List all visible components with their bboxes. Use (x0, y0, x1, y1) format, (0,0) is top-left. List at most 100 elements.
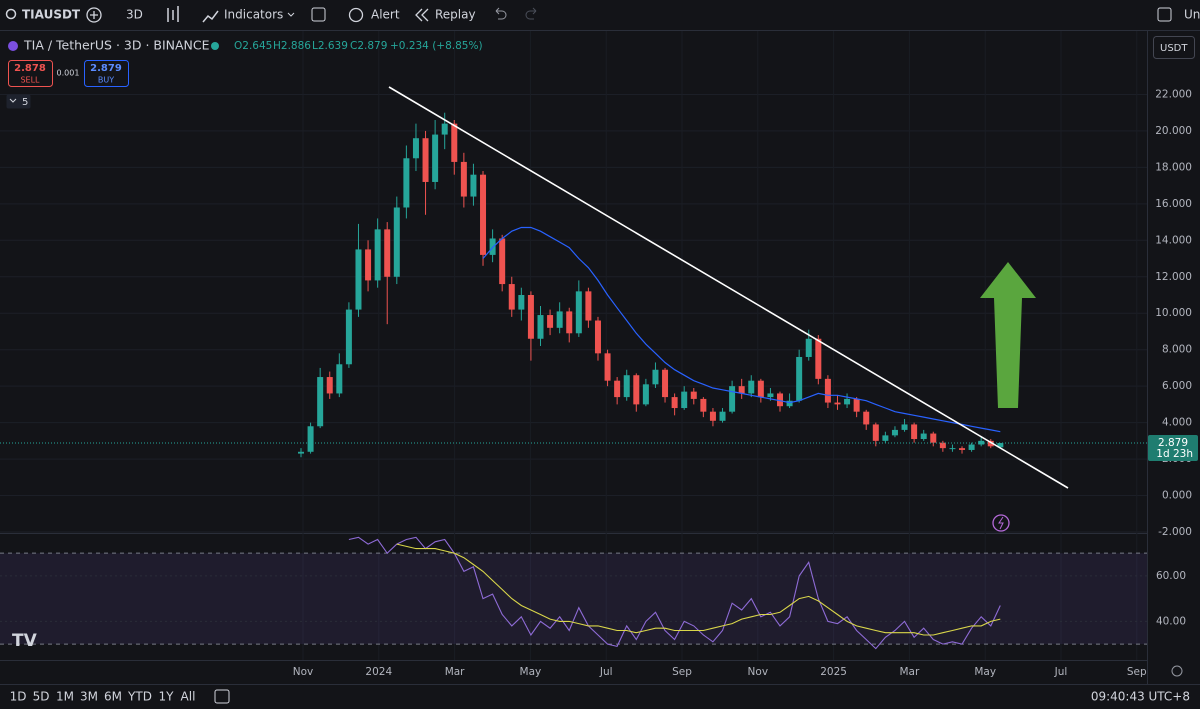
range-button[interactable]: 6M (104, 690, 122, 704)
range-button[interactable]: 1D (10, 690, 27, 704)
candle-body (911, 424, 918, 440)
legend-change: +0.234 (+8.85%) (390, 40, 483, 52)
up-arrow[interactable] (980, 262, 1036, 408)
candle-body (834, 402, 841, 405)
range-button[interactable]: 1M (56, 690, 74, 704)
candle-body (959, 448, 966, 450)
range-button[interactable]: 1Y (159, 690, 175, 704)
candle-body (547, 315, 554, 328)
candle-body (537, 315, 544, 339)
buy-price: 2.879 (90, 63, 122, 74)
candle-body (920, 433, 927, 440)
candle-body (412, 138, 419, 159)
candle-body (987, 440, 994, 447)
candle-body (499, 238, 506, 285)
spread: 0.001 (57, 69, 80, 78)
y-tick-label: 8.000 (1162, 344, 1192, 356)
candle-body (575, 291, 582, 334)
candle-body (623, 375, 630, 398)
line (482, 226, 1001, 433)
candle-body (719, 411, 726, 421)
candle-body (470, 174, 477, 197)
x-tick-label: Nov (748, 666, 769, 678)
candle-body (336, 364, 343, 394)
interval[interactable]: 3D (126, 8, 143, 22)
candle-body (451, 123, 458, 162)
lightning-bolt (998, 516, 1004, 530)
indicators-button[interactable]: Indicators (224, 8, 283, 22)
buy-button[interactable] (84, 60, 129, 87)
undo[interactable] (495, 7, 507, 20)
market-status (211, 42, 219, 50)
candle-body (709, 411, 716, 421)
line (396, 543, 1001, 636)
candle-body (527, 295, 534, 339)
trend-line[interactable] (388, 86, 1069, 489)
x-tick-label: 2024 (365, 666, 392, 678)
candle-body (374, 229, 381, 281)
candle-body (556, 311, 563, 328)
symbol-logo (8, 41, 18, 51)
indicators-icon (202, 10, 219, 23)
x-tick-label: Jul (599, 666, 613, 678)
candle-body (891, 429, 898, 436)
candle-body (748, 380, 755, 394)
search-icon[interactable] (5, 8, 17, 20)
candle-body (805, 338, 812, 357)
buy-label: BUY (98, 76, 114, 85)
candle-body (432, 134, 439, 182)
lightning-icon[interactable] (992, 514, 1010, 532)
range-button[interactable]: 3M (80, 690, 98, 704)
replay-button[interactable]: Replay (435, 8, 476, 22)
y-tick-label: 4.000 (1162, 417, 1192, 429)
y-tick-label: 18.000 (1155, 161, 1192, 173)
y-tick-label: 60.00 (1156, 570, 1186, 582)
add-symbol[interactable] (86, 7, 102, 23)
candle-body (939, 442, 946, 449)
x-tick-label: May (974, 666, 996, 678)
range-button[interactable]: YTD (127, 690, 152, 704)
candle-body (690, 391, 697, 399)
alert-button[interactable]: Alert (371, 8, 400, 22)
candle-body (681, 391, 688, 409)
candle-body (738, 386, 745, 394)
candle-body (403, 158, 410, 208)
redo[interactable] (525, 7, 537, 20)
chart-type-icon[interactable] (167, 6, 179, 22)
candle-body (355, 249, 362, 310)
y-tick-label: 10.000 (1155, 307, 1192, 319)
candle-body (614, 380, 621, 398)
candle-body (566, 311, 573, 334)
candle-body (652, 369, 659, 385)
settings[interactable] (1171, 665, 1183, 677)
candle-body (777, 393, 783, 407)
candle-body (480, 174, 487, 255)
candle-body (604, 353, 611, 381)
candle-body (345, 309, 352, 365)
x-tick-label: May (520, 666, 542, 678)
candle-body (930, 433, 937, 443)
chevron[interactable] (287, 12, 295, 17)
range-button[interactable]: All (181, 690, 196, 704)
candle-body (844, 398, 851, 405)
last-price-tag (1148, 435, 1198, 462)
y-tick-label: 22.000 (1155, 88, 1192, 100)
range-button[interactable]: 5D (33, 690, 50, 704)
alert-icon (348, 7, 364, 23)
candle-body (968, 444, 975, 450)
layout-icon[interactable] (1157, 7, 1172, 22)
symbol[interactable]: TIAUSDT (22, 8, 81, 22)
plot: -2.0000.0002.0004.0006.0008.00010.00012.… (0, 31, 1198, 678)
layout-name[interactable]: Un (1184, 8, 1200, 22)
candle-body (662, 369, 669, 398)
candle-body (585, 291, 592, 321)
sell-button[interactable] (8, 60, 53, 87)
date-range-icon[interactable] (214, 689, 230, 704)
indicators-toggle[interactable] (6, 94, 31, 109)
layouts-icon[interactable] (311, 7, 326, 22)
currency-button[interactable] (1153, 36, 1195, 59)
legend-close: C2.879 (350, 40, 387, 52)
x-tick-label: Nov (293, 666, 314, 678)
candle-body (518, 295, 525, 310)
